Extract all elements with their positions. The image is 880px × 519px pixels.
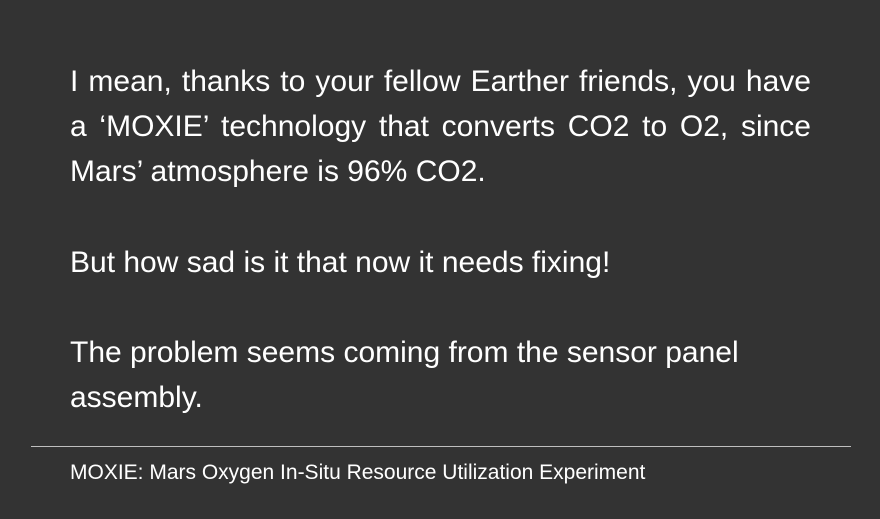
paragraph-sensor-problem: The problem seems coming from the sensor… [70, 336, 739, 414]
paragraph-needs-fixing: But how sad is it that now it needs fixi… [70, 246, 611, 279]
paragraph-moxie-intro: I mean, thanks to your fellow Earther fr… [70, 65, 811, 188]
footnote-divider [31, 446, 851, 447]
footnote-moxie-definition: MOXIE: Mars Oxygen In-Situ Resource Util… [70, 461, 646, 484]
